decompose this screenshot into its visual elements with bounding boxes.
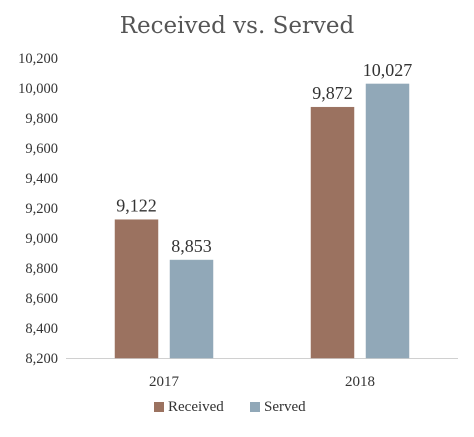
y-tick-label: 9,600 [25, 141, 58, 157]
y-tick-label: 10,200 [18, 51, 58, 67]
data-label: 9,872 [312, 83, 353, 103]
y-tick-label: 8,400 [25, 321, 58, 337]
y-tick-label: 9,000 [25, 231, 58, 247]
data-label: 9,122 [116, 196, 157, 216]
legend-swatch-served [250, 402, 260, 412]
bar-received-2018 [310, 106, 355, 359]
chart-title: Received vs. Served [120, 13, 355, 39]
data-label: 10,027 [363, 60, 413, 80]
legend-label-received: Received [168, 399, 224, 415]
legend: Received Served [154, 399, 306, 415]
y-tick-label: 8,200 [25, 351, 58, 367]
y-tick-label: 8,800 [25, 261, 58, 277]
x-tick-label: 2018 [345, 374, 375, 390]
bar-served-2018 [365, 83, 410, 359]
y-tick-label: 9,400 [25, 171, 58, 187]
y-tick-label: 10,000 [18, 81, 58, 97]
bar-received-2017 [114, 219, 159, 359]
y-tick-label: 9,200 [25, 201, 58, 217]
y-tick-label: 8,600 [25, 291, 58, 307]
bars-group: 9,122 8,853 9,872 10,027 [114, 60, 413, 359]
x-tick-label: 2017 [149, 374, 180, 390]
y-tick-label: 9,800 [25, 111, 58, 127]
legend-swatch-received [154, 402, 164, 412]
data-label: 8,853 [171, 236, 212, 256]
axes-group: 8,200 8,400 8,600 8,800 9,000 9,200 9,400 9,600… [18, 51, 458, 390]
legend-label-served: Served [264, 399, 306, 415]
bar-served-2017 [169, 259, 214, 359]
